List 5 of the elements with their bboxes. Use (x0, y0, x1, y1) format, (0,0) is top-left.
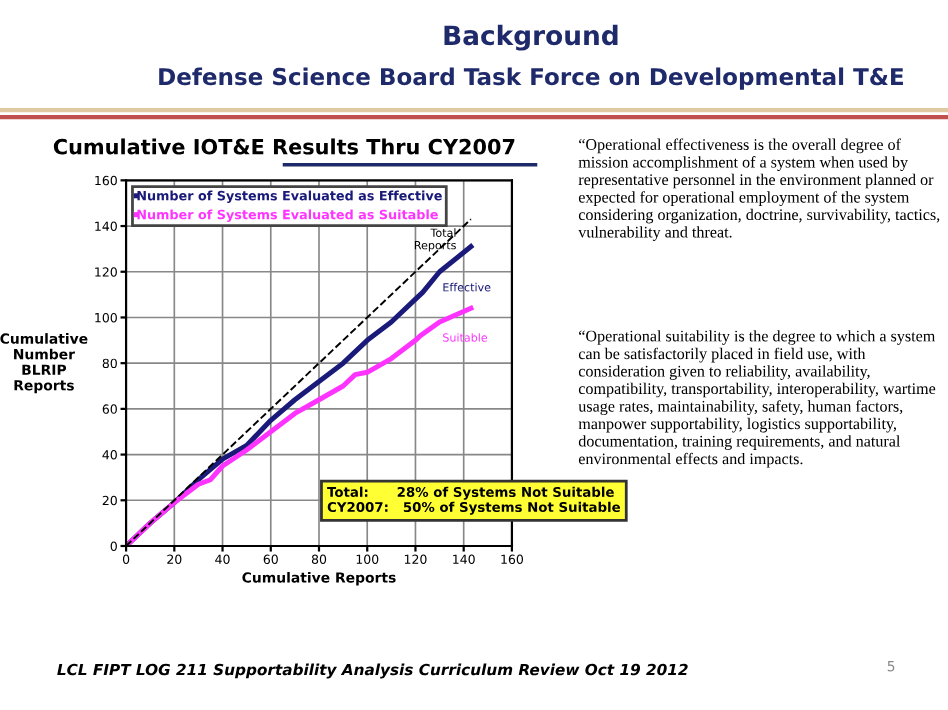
chart-title: Background (444, 24, 618, 51)
chart-subtitle: Defense Science Board Task Force on Developmental T&E (159, 67, 903, 90)
text: Cumulative IOT&E Results Thru CY2007 (53, 138, 515, 155)
text: “Operational suitability is the degree to which a system can be satisfactorily placed in field use, with consideration given to reliability, availability, compatibility, transportability, interoperability, wartime usage rates, maintainability, safety, human factors, manpower supportability, logistics supportability, documentation, training requirements, and natural environmental effects and impacts. (578, 330, 936, 468)
text: “Operational effectiveness is the overall degree of mission accomplishment of a system when used by representative personnel in the environment planned or expected for operational employment of the system considering organization, doctrine, survivability, tactics, vulnerability and threat. (578, 138, 940, 241)
